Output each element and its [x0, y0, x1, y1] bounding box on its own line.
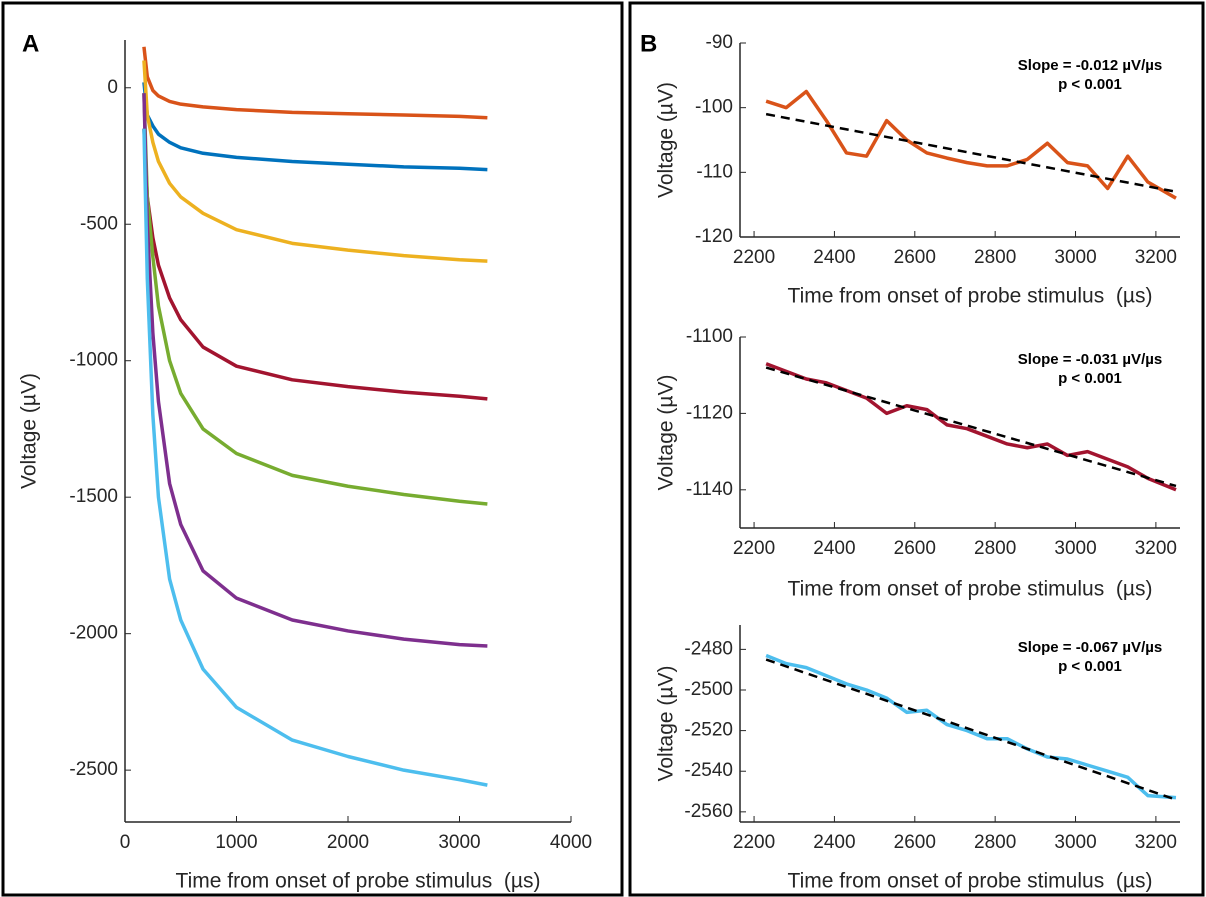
x-tick-label: 2600 [894, 247, 936, 268]
x-tick-label: 3000 [438, 832, 480, 853]
y-tick-label: -1500 [69, 486, 118, 507]
x-axis-label: Time from onset of probe stimulus (µs) [788, 578, 1153, 601]
series-line [765, 362, 1177, 492]
x-tick-label: 3200 [1135, 247, 1177, 268]
series-line [765, 112, 1177, 193]
y-axis-label: Voltage (µV) [655, 82, 678, 198]
series-line [765, 366, 1177, 488]
y-tick-label: -500 [80, 213, 118, 234]
y-tick-label: -2520 [684, 720, 733, 741]
x-tick-label: 2200 [733, 832, 775, 853]
x-tick-label: 2400 [813, 538, 855, 559]
y-tick-label: -120 [695, 226, 733, 247]
y-tick-label: -100 [695, 97, 733, 118]
series-line [142, 93, 488, 648]
panel-label: A [22, 30, 39, 57]
annotation: Slope = -0.067 µV/µs [1018, 639, 1162, 656]
y-tick-label: -2480 [684, 638, 733, 659]
annotation: p < 0.001 [1058, 658, 1122, 675]
x-tick-label: 2800 [974, 538, 1016, 559]
y-axis-label: Voltage (µV) [655, 375, 678, 491]
x-tick-label: 0 [120, 832, 131, 853]
x-tick-label: 3000 [1054, 538, 1096, 559]
x-tick-label: 2800 [974, 832, 1016, 853]
series-line [142, 128, 488, 401]
x-tick-label: 2400 [813, 247, 855, 268]
x-tick-label: 2600 [894, 538, 936, 559]
y-tick-label: -2500 [69, 759, 118, 780]
series-line [142, 60, 488, 263]
panel-border [1, 1, 624, 897]
y-tick-label: -2500 [684, 679, 733, 700]
series-line [765, 653, 1177, 800]
y-tick-label: -1140 [686, 479, 733, 500]
y-tick-label: -1100 [686, 326, 733, 347]
panel-label: B [640, 30, 657, 57]
y-tick-label: -1000 [69, 350, 118, 371]
y-tick-label: -2540 [684, 760, 733, 781]
y-tick-label: -2000 [69, 623, 118, 644]
x-axis-label: Time from onset of probe stimulus (µs) [176, 870, 541, 893]
series-line [142, 93, 488, 506]
y-tick-label: -110 [696, 161, 733, 182]
x-tick-label: 3000 [1054, 832, 1096, 853]
x-tick-label: 2400 [813, 832, 855, 853]
series-line [765, 658, 1177, 801]
x-tick-label: 3000 [1054, 247, 1096, 268]
annotation: p < 0.001 [1058, 370, 1122, 387]
x-axis-label: Time from onset of probe stimulus (µs) [788, 870, 1153, 893]
series-line [142, 46, 488, 120]
x-tick-label: 2800 [974, 247, 1016, 268]
x-tick-label: 2200 [733, 247, 775, 268]
series-line [142, 82, 488, 172]
y-tick-label: -90 [706, 32, 733, 53]
x-tick-label: 2000 [327, 832, 369, 853]
y-tick-label: -2560 [684, 801, 733, 822]
x-tick-label: 3200 [1135, 538, 1177, 559]
x-axis-label: Time from onset of probe stimulus (µs) [788, 285, 1153, 308]
y-axis-label: Voltage (µV) [655, 666, 678, 782]
series-line [765, 89, 1177, 200]
panel-border [628, 1, 1205, 897]
annotation: Slope = -0.012 µV/µs [1018, 57, 1162, 74]
annotation: p < 0.001 [1058, 76, 1122, 93]
x-tick-label: 3200 [1135, 832, 1177, 853]
x-tick-label: 1000 [215, 832, 257, 853]
y-axis-label: Voltage (µV) [18, 373, 41, 489]
series-line [142, 128, 488, 787]
y-tick-label: -1120 [686, 402, 733, 423]
x-tick-label: 2600 [894, 832, 936, 853]
x-tick-label: 4000 [550, 832, 592, 853]
x-tick-label: 2200 [733, 538, 775, 559]
annotation: Slope = -0.031 µV/µs [1018, 351, 1162, 368]
y-tick-label: 0 [107, 77, 118, 98]
